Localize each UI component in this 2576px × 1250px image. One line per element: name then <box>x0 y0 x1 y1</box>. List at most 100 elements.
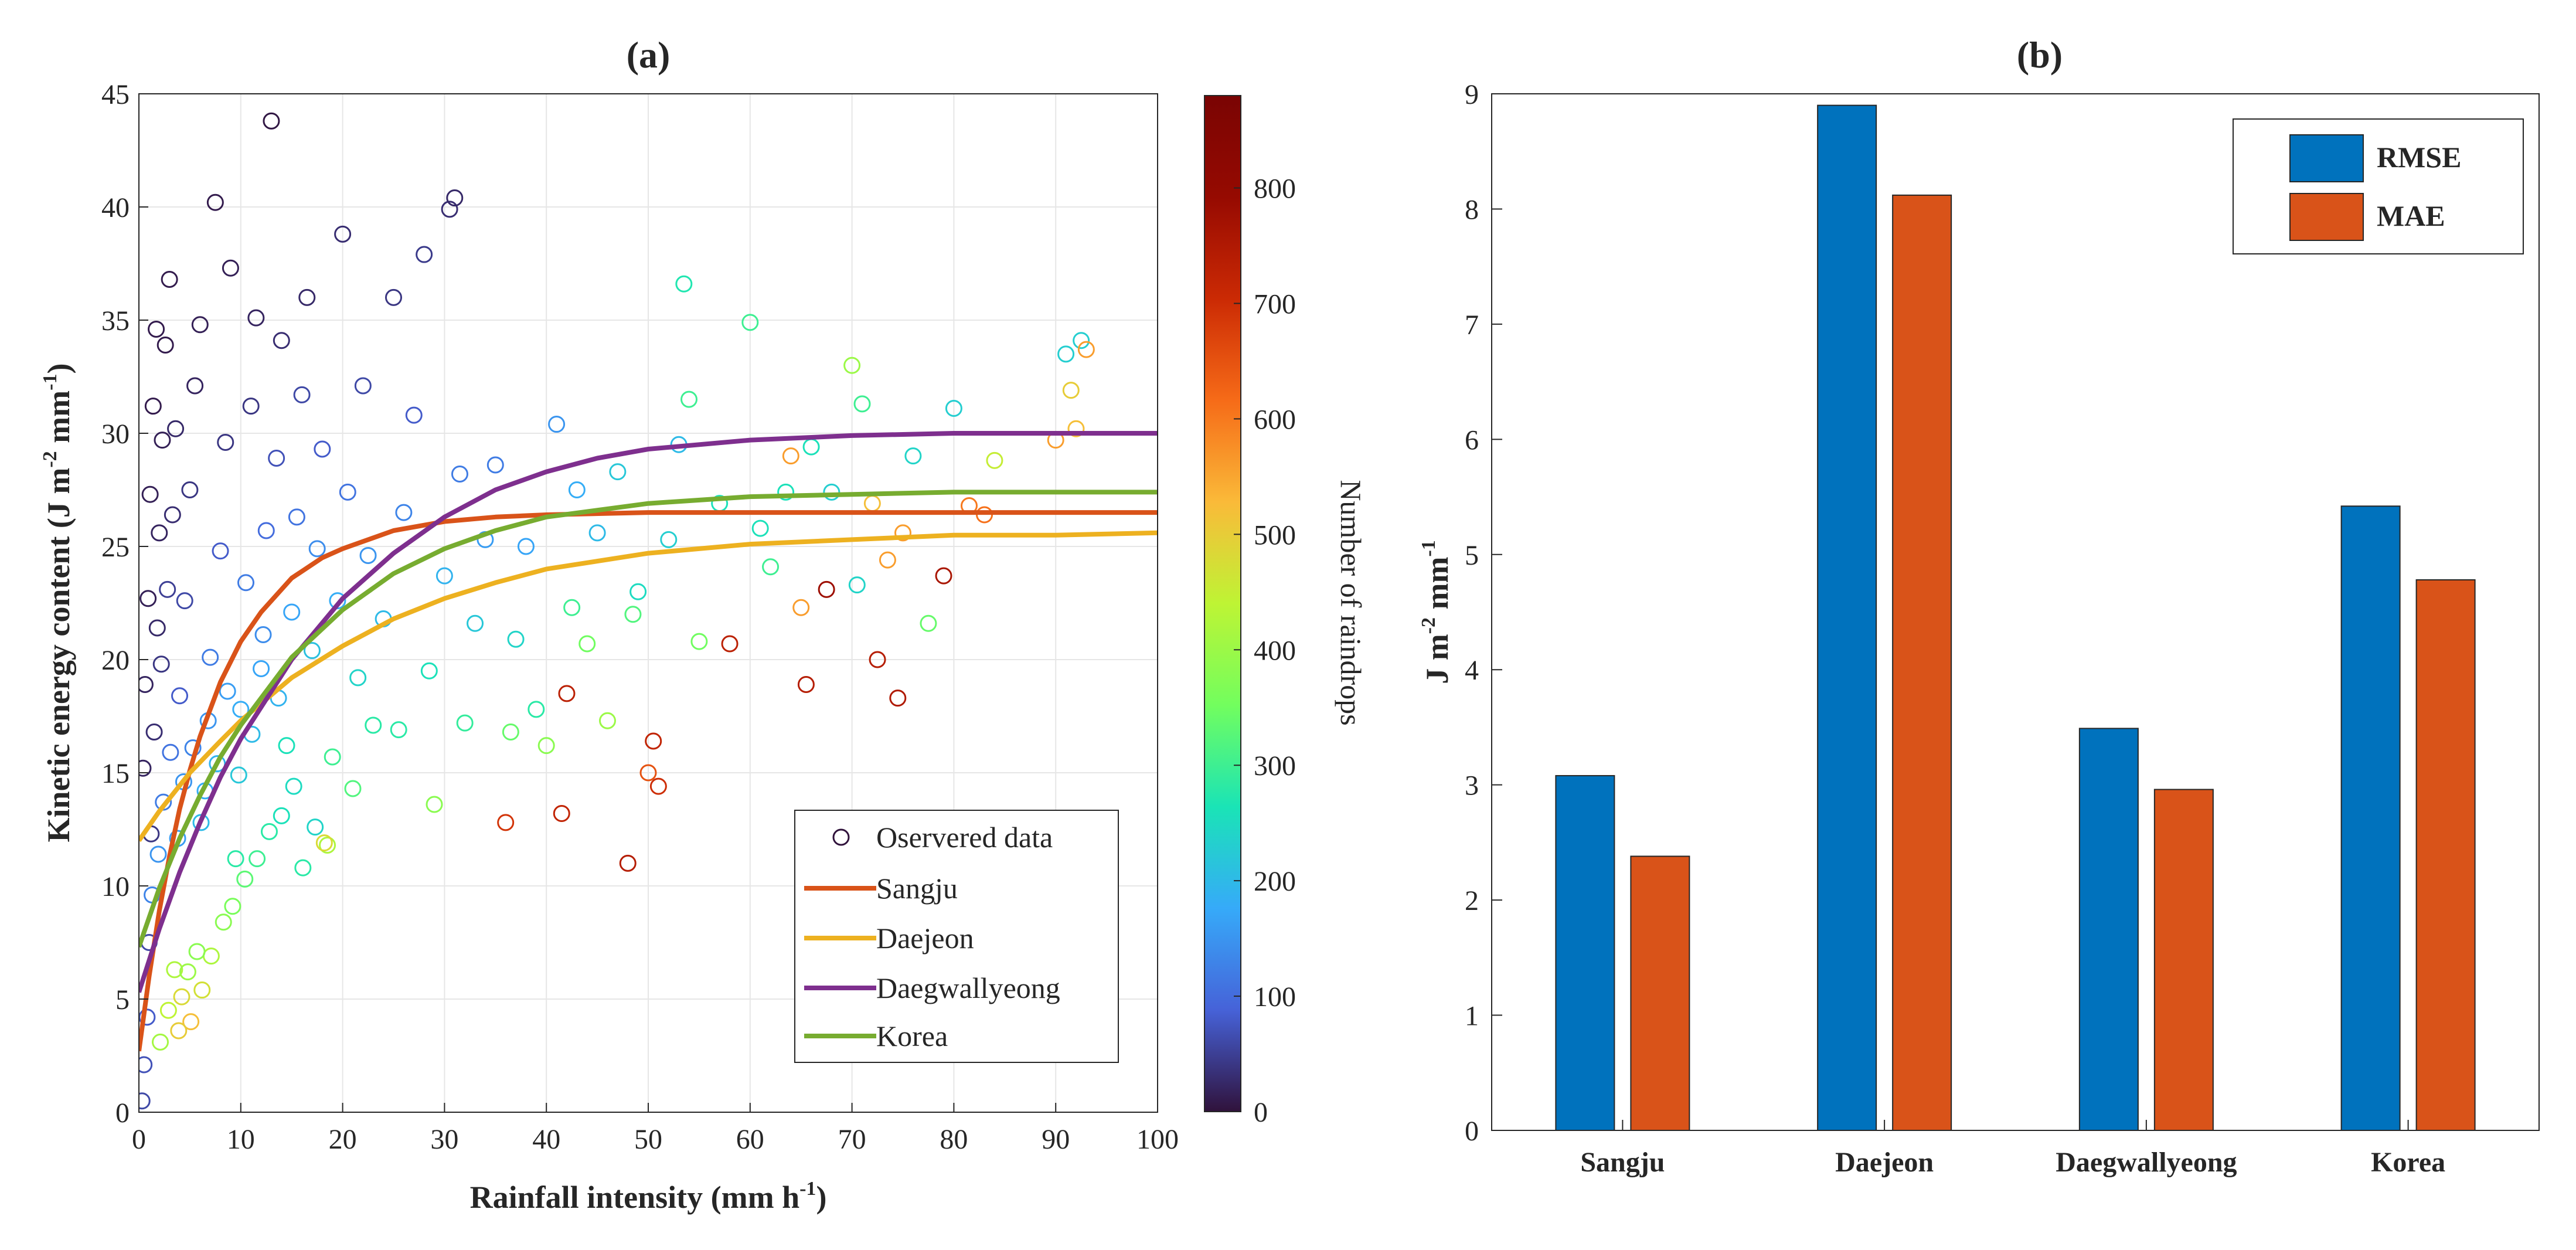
y-tick-label: 30 <box>101 419 130 450</box>
scatter-point <box>315 834 333 852</box>
scatter-point <box>869 651 886 668</box>
scatter-point <box>152 655 170 673</box>
scatter-point <box>553 804 570 822</box>
y-axis-label-b: J m-2 mm-1 <box>1418 540 1455 684</box>
scatter-point <box>159 1001 177 1019</box>
x-axis-label-a: Rainfall intensity (mm h-1) <box>470 1178 827 1215</box>
scatter-point <box>307 818 324 836</box>
scatter-point <box>188 943 206 960</box>
scatter-point <box>675 275 693 293</box>
colorbar-tick-label: 700 <box>1254 288 1296 320</box>
scatter-point <box>853 395 871 413</box>
scatter-point <box>690 633 708 650</box>
colorbar-tick-label: 100 <box>1254 981 1296 1013</box>
y-axis-ticks-a: 0 5 10 15 20 25 30 35 40 45 <box>101 79 148 1129</box>
scatter-point <box>294 859 312 877</box>
scatter-point <box>1057 345 1075 363</box>
scatter-point <box>215 913 232 931</box>
colorbar-label: Number of raindrops <box>1335 480 1367 725</box>
y-tick-label: 1 <box>1465 1001 1479 1032</box>
scatter-point <box>151 524 168 542</box>
bar-mae-sangju <box>1630 855 1690 1132</box>
scatter-point <box>314 440 331 458</box>
scatter-point <box>230 766 247 784</box>
colorbar-tick-label: 200 <box>1254 866 1296 897</box>
scatter-point <box>792 599 810 616</box>
scatter-point <box>624 606 642 623</box>
scatter-point <box>405 406 423 424</box>
scatter-point <box>249 850 266 868</box>
scatter-point <box>227 850 244 868</box>
scatter-point <box>139 1092 151 1110</box>
scatter-point <box>308 540 326 558</box>
y-tick-label: 0 <box>115 1098 130 1129</box>
scatter-point <box>548 416 566 433</box>
scatter-point <box>237 574 254 592</box>
bars <box>1555 104 2476 1132</box>
scatter-point <box>162 743 179 761</box>
scatter-point <box>161 271 178 288</box>
scatter-point <box>167 420 185 437</box>
scatter-point <box>660 531 678 548</box>
scatter-point <box>629 583 647 600</box>
curve-sangju <box>139 510 1158 1052</box>
scatter-point <box>319 837 336 854</box>
legend-b: RMSE MAE <box>2233 118 2524 254</box>
legend-label-korea: Korea <box>876 1020 948 1052</box>
colorbar-tick-label: 800 <box>1254 174 1296 205</box>
scatter-point <box>435 567 453 585</box>
scatter-point <box>278 737 295 755</box>
scatter-point <box>224 898 241 915</box>
bar-rmse-korea <box>2340 505 2401 1131</box>
scatter-point <box>558 685 576 702</box>
chart-title-b: (b) <box>2017 34 2063 76</box>
scatter-point <box>288 508 305 526</box>
scatter-point <box>260 823 278 840</box>
scatter-point <box>206 193 224 211</box>
scatter-point <box>762 558 780 576</box>
y-axis-ticks-b: 0 1 2 3 4 5 6 7 8 9 <box>1465 79 1502 1147</box>
scatter-point <box>517 538 535 555</box>
y-tick-label: 8 <box>1465 194 1479 225</box>
x-tick-label: Daejeon <box>1835 1147 1934 1178</box>
bar-mae-korea <box>2415 579 2476 1131</box>
scatter-point <box>609 463 627 481</box>
scatter-point <box>181 481 199 498</box>
scatter-point <box>324 748 341 766</box>
scatter-point <box>171 687 189 705</box>
legend-label-mae: MAE <box>2377 199 2445 232</box>
scatter-point <box>257 522 275 539</box>
scatter-point <box>222 259 239 277</box>
scatter-point <box>303 642 321 660</box>
bar-rmse-daejeon <box>1817 104 1877 1132</box>
legend-label-daejeon: Daejeon <box>876 922 974 955</box>
scatter-point <box>568 481 586 498</box>
y-tick-label: 7 <box>1465 310 1479 341</box>
scatter-point <box>193 981 211 999</box>
scatter-point <box>268 449 285 467</box>
scatter-point <box>390 721 407 739</box>
colorbar-tick-label: 300 <box>1254 750 1296 782</box>
scatter-point <box>148 619 166 637</box>
scatter-point <box>645 732 662 750</box>
scatter-point <box>139 675 154 693</box>
scatter-point <box>202 648 219 666</box>
scatter-point <box>528 701 545 718</box>
scatter-point <box>945 400 962 417</box>
scatter-point <box>537 737 555 755</box>
scatter-point <box>777 483 795 501</box>
scatter-points <box>139 112 1095 1110</box>
curve-daegwallyeong <box>139 431 1158 993</box>
scatter-point <box>334 225 352 243</box>
scatter-point <box>164 506 181 524</box>
colorbar-gradient <box>1204 95 1241 1112</box>
scatter-point <box>349 669 367 687</box>
scatter-point <box>935 567 952 585</box>
scatter-point <box>797 675 815 693</box>
scatter-point <box>894 524 911 542</box>
scatter-point <box>329 592 346 610</box>
scatter-point <box>141 485 159 503</box>
scatter-point <box>344 780 362 797</box>
colorbar-tick-label: 500 <box>1254 519 1296 551</box>
